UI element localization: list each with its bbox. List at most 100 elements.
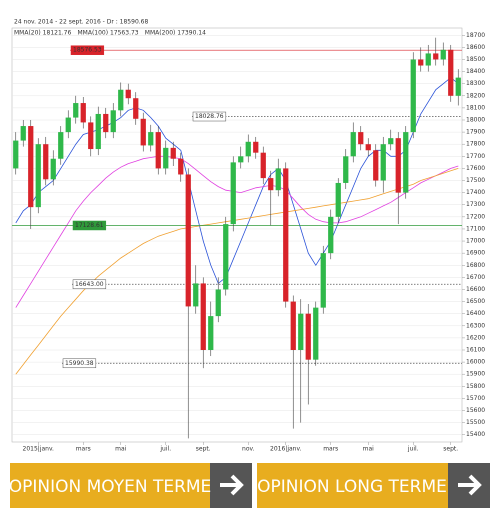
candle-body [373, 150, 379, 181]
candle-body [20, 126, 26, 141]
arrow-icon [220, 474, 244, 496]
y-tick-label: 17200 [466, 213, 485, 220]
candle-body [365, 144, 371, 151]
level-label-box [62, 358, 97, 369]
candle-body [283, 168, 289, 302]
legend-entry: MMA(100) 17563.73 [77, 30, 138, 37]
candle-body [328, 216, 334, 254]
ma-line [15, 155, 459, 308]
candle-body [95, 113, 101, 150]
y-tick-label: 18300 [466, 80, 485, 87]
y-tick-label: 16000 [466, 359, 485, 366]
candle-body [455, 77, 461, 96]
button-label[interactable]: OPINION LONG TERME [257, 477, 447, 497]
candle-body [193, 283, 199, 307]
candle-body [238, 156, 244, 163]
candle-body [343, 156, 349, 183]
candle-body [448, 49, 454, 96]
level-label-box [72, 279, 107, 290]
candle-body [230, 162, 236, 225]
candle-body [88, 122, 94, 150]
subtitle: 24 nov. 2014 - 22 sept. 2016 - Dr : 1859… [14, 19, 148, 26]
y-tick-label: 16800 [466, 262, 485, 269]
legend-entry: MMA(200) 17390.14 [145, 30, 206, 37]
candle-body [155, 132, 161, 169]
candle-body [73, 103, 79, 118]
candle-body [148, 132, 154, 146]
y-tick-label: 16100 [466, 347, 485, 354]
candle-body [223, 224, 229, 290]
level-label: 15990.38 [65, 360, 94, 367]
candle-body [178, 158, 184, 175]
y-tick-label: 15700 [466, 395, 485, 402]
y-tick-label: 15800 [466, 383, 485, 390]
candle-body [110, 110, 116, 133]
level-label: 17128.61 [75, 222, 104, 229]
y-tick-label: 18200 [466, 92, 485, 99]
candle-body [358, 132, 364, 145]
candle-body [80, 103, 86, 123]
candle-body [425, 53, 431, 66]
y-tick-label: 18000 [466, 117, 485, 124]
y-tick-label: 18100 [466, 104, 485, 111]
candle-body [35, 144, 41, 208]
y-tick-label: 16300 [466, 322, 485, 329]
candle-body [50, 158, 56, 180]
candle-body [388, 138, 394, 145]
candle-body [290, 301, 296, 350]
level-label-box [72, 220, 107, 231]
candle-body [43, 144, 49, 180]
candle-body [28, 126, 34, 208]
y-tick-label: 16400 [466, 310, 485, 317]
y-tick-label: 17300 [466, 201, 485, 208]
y-tick-label: 16600 [466, 286, 485, 293]
y-tick-label: 16200 [466, 334, 485, 341]
x-tick-label: sept. [196, 446, 211, 453]
y-tick-label: 15500 [466, 419, 485, 426]
x-tick-label: mai [115, 446, 127, 453]
candle-body [253, 141, 259, 153]
level-label-box [192, 111, 227, 122]
y-tick-label: 18700 [466, 32, 485, 39]
candle-body [403, 132, 409, 193]
level-label: 18028.76 [195, 113, 224, 120]
candle-body [170, 147, 176, 159]
candle-body [440, 49, 446, 60]
level-label: 18576.53 [73, 47, 102, 54]
y-tick-label: 17500 [466, 177, 485, 184]
candle-body [410, 59, 416, 133]
y-tick-label: 17400 [466, 189, 485, 196]
x-tick-label: sept. [443, 446, 458, 453]
x-tick-label: nov. [242, 446, 255, 453]
candle-body [268, 178, 274, 191]
candle-body [275, 168, 281, 191]
candle-body [133, 98, 139, 119]
candle-body [320, 253, 326, 308]
candle-body [350, 132, 356, 157]
y-tick-label: 17700 [466, 153, 485, 160]
candle-body [140, 118, 146, 146]
candle-body [418, 59, 424, 66]
button-label[interactable]: OPINION MOYEN TERME [9, 477, 212, 497]
candle-body [395, 138, 401, 193]
legend-entry: MMA(20) 18121.76 [14, 30, 71, 37]
candle-body [13, 140, 19, 169]
candle-body [298, 313, 304, 350]
x-tick-label: juil. [159, 446, 171, 453]
candle-body [380, 144, 386, 181]
x-tick-label: 2015|janv. [23, 446, 55, 453]
candle-body [260, 152, 266, 179]
candle-body [200, 283, 206, 350]
y-tick-label: 16900 [466, 250, 485, 257]
arrow-icon [458, 474, 482, 496]
level-label-box [70, 45, 105, 55]
candle-body [185, 174, 191, 307]
candle-body [58, 132, 64, 159]
y-tick-label: 17000 [466, 238, 485, 245]
y-tick-label: 15900 [466, 371, 485, 378]
x-tick-label: mai [363, 446, 375, 453]
candle-body [208, 316, 214, 350]
candle-body [335, 182, 341, 217]
y-tick-label: 18500 [466, 56, 485, 63]
